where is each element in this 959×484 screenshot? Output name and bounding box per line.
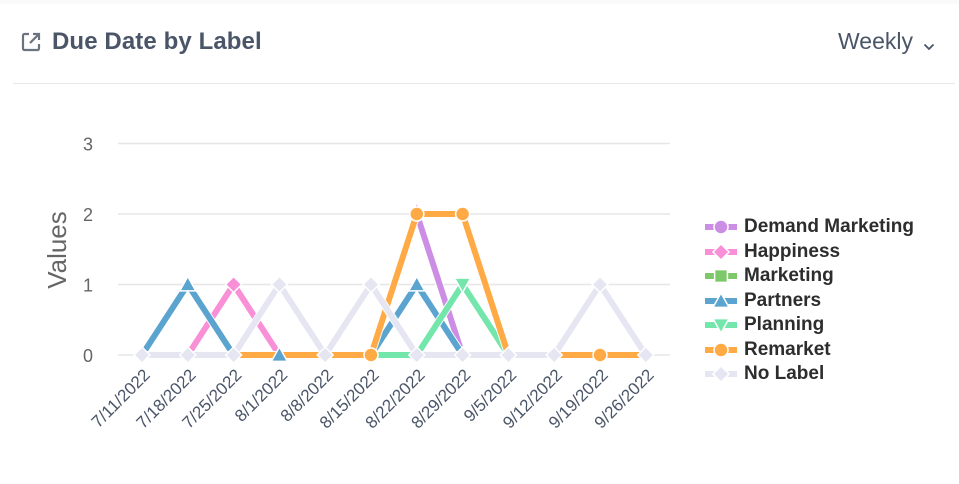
- data-point[interactable]: [363, 347, 379, 363]
- diamond-marker-icon: [705, 243, 737, 260]
- triangle-down-marker-icon: [705, 318, 737, 334]
- data-point[interactable]: [636, 345, 655, 365]
- data-point[interactable]: [178, 274, 198, 292]
- y-tick-label: 3: [83, 135, 93, 155]
- line-chart: 0123Values7/11/20227/18/20227/25/20228/1…: [42, 135, 670, 432]
- data-point[interactable]: [454, 206, 471, 222]
- external-link-icon[interactable]: [20, 31, 42, 53]
- legend-label: Planning: [744, 314, 825, 336]
- series-markers: [363, 206, 608, 363]
- circle-marker-icon: [705, 342, 737, 358]
- triangle-up-marker-icon: [705, 292, 737, 308]
- circle-marker-icon: [705, 219, 737, 235]
- legend-item-no-label[interactable]: No Label: [705, 362, 914, 387]
- legend-item-remarket[interactable]: Remarket: [705, 338, 914, 363]
- data-point[interactable]: [224, 345, 243, 365]
- data-point[interactable]: [316, 345, 335, 365]
- y-tick-label: 1: [83, 276, 93, 296]
- data-point[interactable]: [270, 275, 289, 294]
- legend-item-happiness[interactable]: Happiness: [705, 240, 914, 265]
- data-point[interactable]: [407, 274, 427, 292]
- chart-legend: Demand Marketing Happiness Marketing Partne…: [705, 215, 914, 387]
- data-point[interactable]: [407, 345, 426, 365]
- data-point[interactable]: [361, 275, 381, 294]
- series-markers: [224, 275, 243, 294]
- header-divider: [13, 83, 955, 84]
- legend-label: Remarket: [744, 338, 831, 360]
- title-wrap: Due Date by Label: [20, 28, 262, 56]
- top-strip: [0, 0, 959, 4]
- data-point[interactable]: [409, 206, 425, 222]
- card-title: Due Date by Label: [52, 28, 262, 55]
- data-point[interactable]: [499, 345, 518, 365]
- data-point[interactable]: [224, 275, 243, 294]
- data-point[interactable]: [178, 345, 197, 365]
- legend-item-marketing[interactable]: Marketing: [705, 264, 914, 289]
- data-point[interactable]: [453, 277, 472, 295]
- legend-label: Demand Marketing: [744, 216, 914, 238]
- legend-item-planning[interactable]: Planning: [705, 313, 914, 338]
- legend-label: Partners: [744, 289, 822, 311]
- diamond-marker-icon: [705, 366, 737, 383]
- legend-label: No Label: [744, 363, 825, 385]
- data-point[interactable]: [545, 345, 564, 365]
- legend-label: Marketing: [744, 265, 834, 287]
- chevron-down-icon: [923, 38, 935, 50]
- square-marker-icon: [705, 269, 737, 284]
- legend-item-demand-marketing[interactable]: Demand Marketing: [705, 215, 914, 240]
- y-tick-label: 0: [83, 346, 93, 366]
- data-point[interactable]: [590, 275, 610, 294]
- legend-item-partners[interactable]: Partners: [705, 289, 914, 314]
- data-point[interactable]: [132, 345, 152, 365]
- data-point[interactable]: [270, 345, 289, 363]
- card-header: Due Date by Label Weekly: [0, 0, 959, 84]
- y-axis-label: Values: [42, 211, 72, 289]
- data-point[interactable]: [592, 347, 608, 363]
- period-selector-value: Weekly: [838, 28, 913, 54]
- series-markers: [132, 275, 655, 365]
- period-selector[interactable]: Weekly: [838, 28, 935, 55]
- y-tick-label: 2: [83, 205, 93, 225]
- series-markers: [453, 277, 472, 295]
- series-markers: [178, 274, 427, 363]
- data-point[interactable]: [453, 345, 472, 365]
- legend-label: Happiness: [744, 240, 841, 262]
